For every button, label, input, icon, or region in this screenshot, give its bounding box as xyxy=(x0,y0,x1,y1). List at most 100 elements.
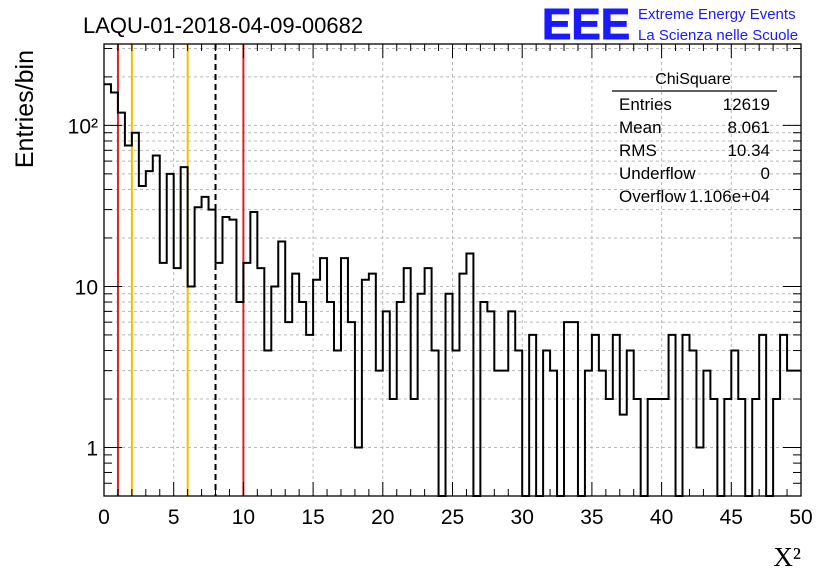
stats-label-overflow: Overflow xyxy=(619,187,687,206)
histogram-bin xyxy=(787,371,794,496)
axes: 0 5 10 15 20 25 30 35 40 45 50 1 10 10² xyxy=(68,43,813,529)
histogram-bin xyxy=(731,351,738,496)
histogram-bin xyxy=(355,448,362,496)
x-tick-label: 30 xyxy=(511,506,534,529)
histogram-bin xyxy=(174,268,181,496)
histogram-bin xyxy=(397,302,404,496)
histogram-bin xyxy=(202,197,209,496)
histogram-bin xyxy=(703,371,710,496)
histogram-bin xyxy=(383,311,390,496)
histogram-bin xyxy=(348,322,355,496)
histogram-bin xyxy=(585,371,592,496)
x-tick-label: 50 xyxy=(789,506,812,529)
logo-line-1: Extreme Energy Events xyxy=(638,6,796,23)
histogram-bin xyxy=(425,268,432,496)
histogram-bin xyxy=(606,399,613,496)
histogram-bin xyxy=(696,448,703,496)
histogram-bin xyxy=(515,351,522,496)
stats-label-underflow: Underflow xyxy=(619,164,696,183)
histogram-bin xyxy=(738,399,745,496)
histogram-bin xyxy=(362,280,369,496)
eee-logo: EEE Extreme Energy Events La Scienza nel… xyxy=(542,0,799,50)
histogram-bin xyxy=(418,294,425,496)
histogram-bin xyxy=(390,399,397,496)
histogram-bin xyxy=(655,399,662,496)
histogram-bin xyxy=(466,254,473,496)
histogram-bin xyxy=(264,351,271,496)
histogram-bin xyxy=(411,399,418,496)
stats-value-entries: 12619 xyxy=(723,95,770,114)
histogram-bin xyxy=(564,322,571,496)
histogram-bin xyxy=(627,351,634,496)
histogram-bin xyxy=(334,351,341,496)
x-tick-label: 10 xyxy=(232,506,255,529)
histogram-bin xyxy=(648,399,655,496)
histogram-bin xyxy=(724,399,731,496)
histogram-bin xyxy=(285,322,292,496)
histogram-bin xyxy=(139,186,146,496)
x-tick-label: 40 xyxy=(650,506,673,529)
histogram-bin xyxy=(278,242,285,496)
histogram-bin xyxy=(571,322,578,496)
histogram-bin xyxy=(432,351,439,496)
histogram-bin xyxy=(634,399,641,496)
stats-value-overflow: 1.106e+04 xyxy=(689,187,770,206)
histogram-bin xyxy=(662,399,669,496)
stats-value-underflow: 0 xyxy=(761,164,770,183)
histogram-bin xyxy=(376,371,383,496)
histogram-bin xyxy=(209,210,216,496)
histogram-bin xyxy=(188,286,195,496)
histogram-bin xyxy=(550,371,557,496)
stats-label-mean: Mean xyxy=(619,118,662,137)
histogram-bin xyxy=(313,280,320,496)
x-tick-label: 35 xyxy=(580,506,603,529)
histogram-bin xyxy=(216,263,223,496)
histogram-bin xyxy=(620,415,627,496)
histogram-bin xyxy=(181,167,188,496)
histogram-bin xyxy=(222,217,229,496)
histogram-bin xyxy=(369,274,376,496)
histogram-bin xyxy=(160,263,167,496)
histogram-bin xyxy=(167,174,174,496)
histogram-bin xyxy=(459,274,466,496)
histogram-bin xyxy=(543,351,550,496)
stats-value-mean: 8.061 xyxy=(727,118,770,137)
histogram-bin xyxy=(487,311,494,496)
histogram-bin xyxy=(299,302,306,496)
stats-value-rms: 10.34 xyxy=(727,141,770,160)
x-tick-label: 20 xyxy=(371,506,394,529)
logo-mark: EEE xyxy=(542,0,630,49)
histogram-bin xyxy=(759,335,766,496)
histogram-bin xyxy=(146,171,153,496)
histogram-bin xyxy=(236,302,243,496)
run-title: LAQU-01-2018-04-09-00682 xyxy=(83,13,363,38)
histogram-bin xyxy=(453,351,460,496)
histogram-bin xyxy=(592,335,599,496)
stats-title: ChiSquare xyxy=(655,71,731,88)
stats-label-entries: Entries xyxy=(619,95,672,114)
x-tick-label: 5 xyxy=(168,506,180,529)
x-axis-label: X² xyxy=(773,542,801,572)
histogram-bin xyxy=(118,113,125,496)
stats-label-rms: RMS xyxy=(619,141,657,160)
x-tick-label: 25 xyxy=(441,506,464,529)
histogram-bin xyxy=(292,274,299,496)
histogram-bin xyxy=(480,302,487,496)
histogram-bin xyxy=(125,145,132,496)
histogram-bin xyxy=(599,371,606,496)
histogram-bin xyxy=(508,311,515,496)
logo-line-2: La Scienza nelle Scuole xyxy=(638,27,798,44)
histogram-bin xyxy=(780,335,787,496)
y-axis-label: Entries/bin xyxy=(11,50,39,168)
histogram-bin xyxy=(683,335,690,496)
histogram-bin xyxy=(271,286,278,496)
x-tick-label: 0 xyxy=(98,506,110,529)
x-tick-label: 45 xyxy=(720,506,743,529)
histogram-bin xyxy=(341,258,348,496)
histogram-bin xyxy=(529,335,536,496)
histogram-bin xyxy=(229,220,236,496)
histogram-bin xyxy=(501,371,508,496)
histogram-bin xyxy=(320,258,327,496)
histogram-bin xyxy=(669,335,676,496)
